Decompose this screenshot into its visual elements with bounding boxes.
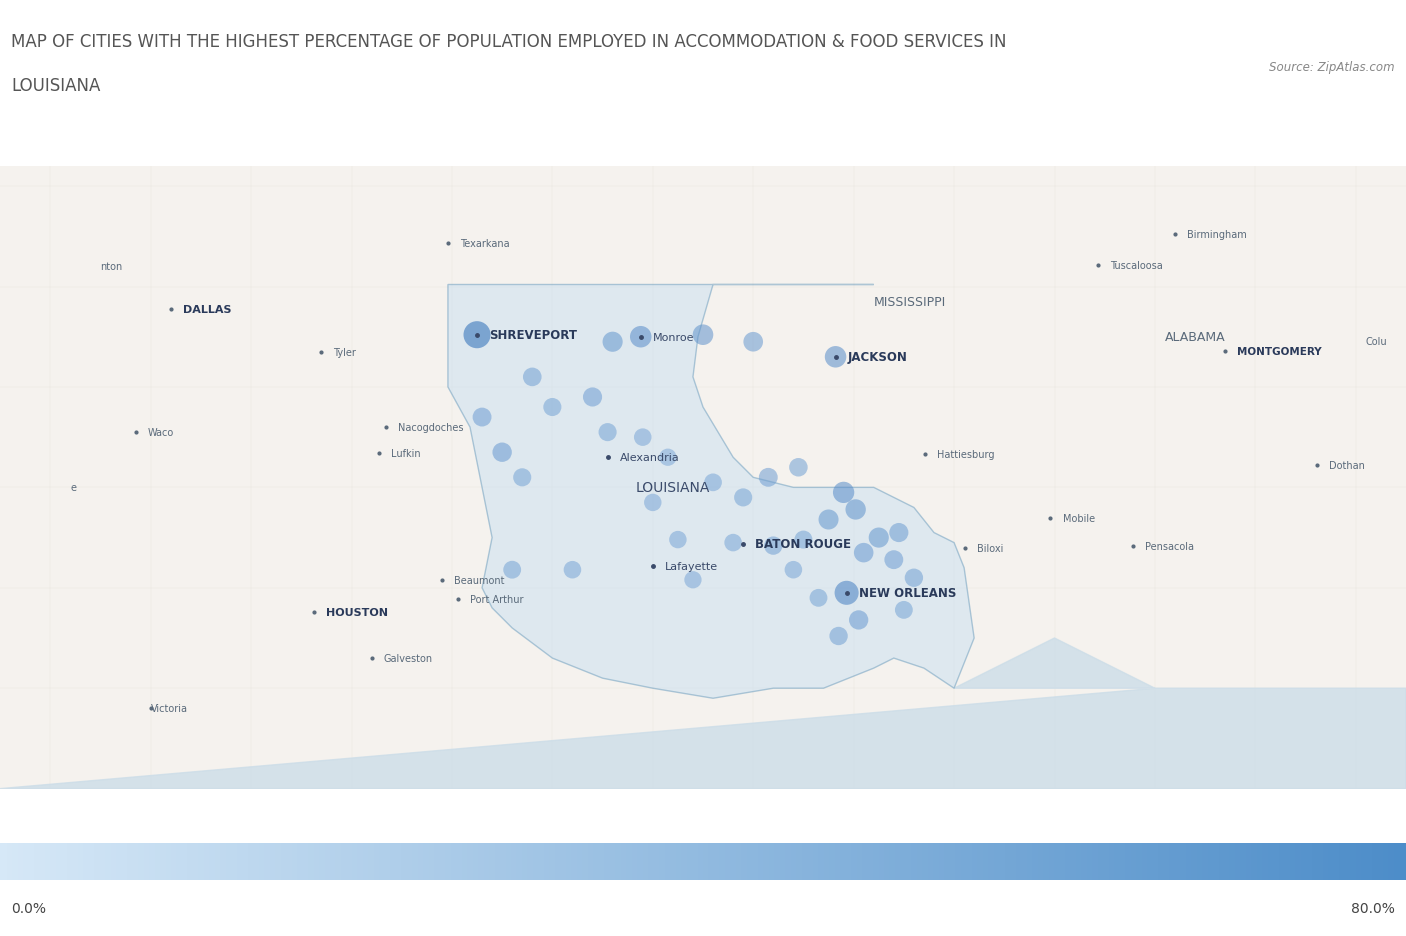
Point xyxy=(682,573,704,588)
Point xyxy=(832,486,855,501)
Point xyxy=(596,425,619,440)
Text: Dothan: Dothan xyxy=(1329,461,1365,471)
Point xyxy=(848,613,870,628)
Text: Galveston: Galveston xyxy=(384,653,433,664)
Text: Alexandria: Alexandria xyxy=(620,453,679,462)
Text: Pensacola: Pensacola xyxy=(1144,541,1194,551)
Point xyxy=(762,538,785,553)
Point xyxy=(733,490,755,505)
Text: e: e xyxy=(70,483,76,493)
Text: Texarkana: Texarkana xyxy=(460,239,509,249)
Text: NEW ORLEANS: NEW ORLEANS xyxy=(859,587,956,600)
Text: Lafayette: Lafayette xyxy=(665,561,718,571)
Point xyxy=(641,495,664,510)
Polygon shape xyxy=(449,285,974,698)
Text: Monroe: Monroe xyxy=(652,332,695,343)
Point xyxy=(827,629,849,644)
Text: Colu: Colu xyxy=(1365,336,1388,346)
Point xyxy=(893,603,915,618)
Point xyxy=(835,586,858,601)
Point xyxy=(581,390,603,405)
Text: LOUISIANA: LOUISIANA xyxy=(636,481,710,495)
Text: MISSISSIPPI: MISSISSIPPI xyxy=(873,296,946,309)
Text: MAP OF CITIES WITH THE HIGHEST PERCENTAGE OF POPULATION EMPLOYED IN ACCOMMODATIO: MAP OF CITIES WITH THE HIGHEST PERCENTAG… xyxy=(11,33,1007,51)
Text: Mobile: Mobile xyxy=(1063,514,1095,524)
Point xyxy=(756,470,779,485)
Text: ALABAMA: ALABAMA xyxy=(1166,330,1226,344)
Text: 80.0%: 80.0% xyxy=(1351,901,1395,914)
Point xyxy=(465,328,488,343)
Text: DALLAS: DALLAS xyxy=(183,304,231,314)
Text: HOUSTON: HOUSTON xyxy=(326,607,388,617)
Point xyxy=(631,431,654,446)
Text: MONTGOMERY: MONTGOMERY xyxy=(1237,346,1322,357)
Point xyxy=(541,400,564,415)
Point xyxy=(510,470,533,485)
Point xyxy=(845,503,868,518)
Point xyxy=(630,329,652,344)
Point xyxy=(721,535,744,550)
Text: Victoria: Victoria xyxy=(150,704,187,713)
Point xyxy=(807,591,830,606)
Point xyxy=(852,546,875,561)
Point xyxy=(522,370,544,385)
Point xyxy=(868,531,890,546)
Text: Birmingham: Birmingham xyxy=(1187,230,1247,240)
Point xyxy=(824,350,846,365)
Point xyxy=(702,475,724,490)
Text: BATON ROUGE: BATON ROUGE xyxy=(755,537,851,550)
Point xyxy=(602,335,624,350)
Point xyxy=(501,563,523,578)
Text: Port Arthur: Port Arthur xyxy=(470,594,523,605)
Text: JACKSON: JACKSON xyxy=(848,351,907,364)
Text: Biloxi: Biloxi xyxy=(977,543,1004,553)
Point xyxy=(692,328,714,343)
Point xyxy=(561,563,583,578)
Point xyxy=(657,450,679,465)
Point xyxy=(817,512,839,527)
Text: SHREVEPORT: SHREVEPORT xyxy=(489,329,576,342)
Point xyxy=(491,446,513,461)
Text: Tuscaloosa: Tuscaloosa xyxy=(1109,261,1163,271)
Point xyxy=(903,571,925,586)
Text: Beaumont: Beaumont xyxy=(454,575,505,585)
Text: 0.0%: 0.0% xyxy=(11,901,46,914)
Text: Source: ZipAtlas.com: Source: ZipAtlas.com xyxy=(1270,61,1395,74)
Point xyxy=(887,525,910,540)
Point xyxy=(792,533,814,548)
Point xyxy=(883,552,905,567)
Text: Waco: Waco xyxy=(148,428,174,438)
Point xyxy=(782,563,804,578)
Text: nton: nton xyxy=(100,262,122,272)
Text: Hattiesburg: Hattiesburg xyxy=(936,449,994,460)
Text: LOUISIANA: LOUISIANA xyxy=(11,77,101,95)
Point xyxy=(742,335,765,350)
Point xyxy=(471,410,494,425)
Point xyxy=(787,461,810,475)
Text: Lufkin: Lufkin xyxy=(391,448,420,459)
Polygon shape xyxy=(0,638,1406,789)
Text: Nacogdoches: Nacogdoches xyxy=(398,423,463,432)
Text: Tyler: Tyler xyxy=(333,347,356,358)
Point xyxy=(666,533,689,548)
